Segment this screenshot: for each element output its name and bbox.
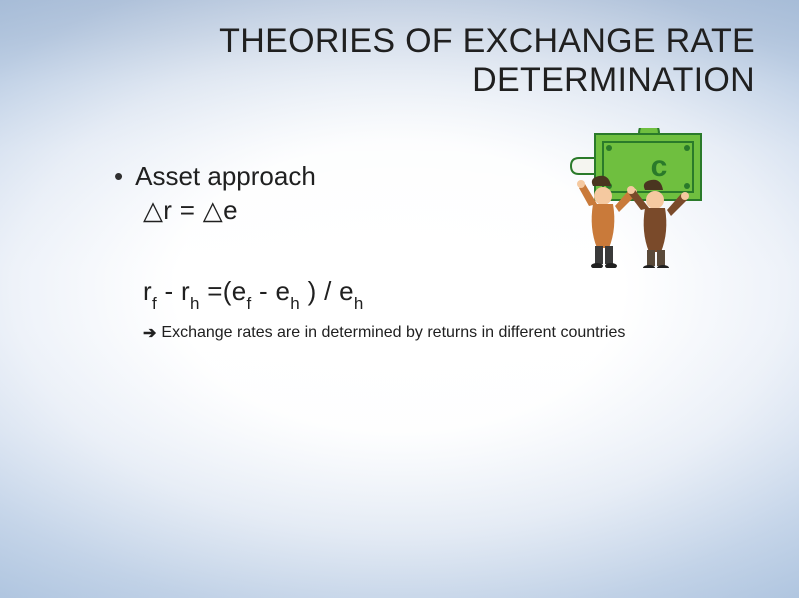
rf-sub: f <box>152 294 157 313</box>
note-text: Exchange rates are in determined by retu… <box>161 324 625 342</box>
eh-sub: h <box>290 294 300 313</box>
r-equals: r = <box>163 195 203 225</box>
slide-container: THEORIES OF EXCHANGE RATE DETERMINATION … <box>0 0 799 598</box>
svg-text:c: c <box>651 150 668 183</box>
dash1: - <box>157 276 181 306</box>
close-div: ) / <box>300 276 339 306</box>
eh2-e: e <box>339 276 354 306</box>
title-line-1: THEORIES OF EXCHANGE RATE <box>219 22 755 60</box>
eq-open: =( <box>200 276 232 306</box>
delta-1: △ <box>143 195 163 225</box>
eh-e: e <box>276 276 291 306</box>
dollar-bill-icon: c <box>571 128 701 200</box>
eh2-sub: h <box>354 294 364 313</box>
e-sym: e <box>223 195 238 225</box>
note-row: ➔ Exchange rates are in determined by re… <box>143 323 761 343</box>
bullet-text-1: Asset approach <box>135 160 316 193</box>
rh-r: r <box>181 276 190 306</box>
rf-r: r <box>143 276 152 306</box>
bullet-marker: • <box>114 160 123 193</box>
money-people-clipart: c <box>549 128 709 268</box>
arrow-icon: ➔ <box>143 323 156 343</box>
slide-title: THEORIES OF EXCHANGE RATE DETERMINATION <box>38 22 755 100</box>
dash2: - <box>252 276 276 306</box>
formula-main: rf - rh =(ef - eh ) / eh <box>143 276 761 311</box>
title-line-2: DETERMINATION <box>472 61 755 99</box>
rh-sub: h <box>190 294 200 313</box>
delta-2: △ <box>203 195 223 225</box>
ef-e: e <box>232 276 247 306</box>
ef-sub: f <box>246 294 251 313</box>
